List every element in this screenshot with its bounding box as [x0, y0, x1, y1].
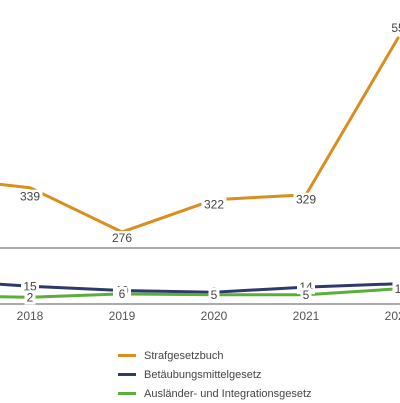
data-label: 55	[391, 21, 400, 35]
series-line	[0, 279, 398, 292]
data-label: 322	[204, 198, 224, 212]
x-tick-label: 2019	[109, 309, 136, 323]
data-label: 276	[112, 231, 132, 245]
data-label: 329	[296, 193, 316, 207]
legend-item: Betäubungsmittelgesetz	[118, 365, 312, 384]
data-label: 5	[303, 288, 310, 302]
legend-item: Strafgesetzbuch	[118, 346, 312, 365]
legend: Strafgesetzbuch Betäubungsmittelgesetz A…	[118, 346, 312, 403]
x-axis-ticks: 2018 2019 2020 2021 2022	[17, 309, 400, 323]
x-tick-label: 2021	[293, 309, 320, 323]
legend-label: Ausländer- und Integrationsgesetz	[144, 388, 312, 400]
series-line	[0, 38, 398, 232]
data-label: 5	[211, 288, 218, 302]
legend-label: Strafgesetzbuch	[144, 350, 224, 362]
x-tick-label: 2022	[385, 309, 400, 323]
legend-swatch	[118, 392, 136, 395]
data-label: 339	[20, 190, 40, 204]
data-label: 2	[27, 290, 34, 304]
x-tick-label: 2018	[17, 309, 44, 323]
data-label: 1	[395, 282, 400, 296]
legend-swatch	[118, 354, 136, 357]
legend-swatch	[118, 373, 136, 376]
data-label: 6	[119, 287, 126, 301]
legend-item: Ausländer- und Integrationsgesetz	[118, 384, 312, 403]
data-labels: 33927632232955151081426551	[18, 21, 400, 304]
legend-label: Betäubungsmittelgesetz	[144, 369, 261, 381]
series-lines	[0, 38, 398, 297]
x-tick-label: 2020	[201, 309, 228, 323]
